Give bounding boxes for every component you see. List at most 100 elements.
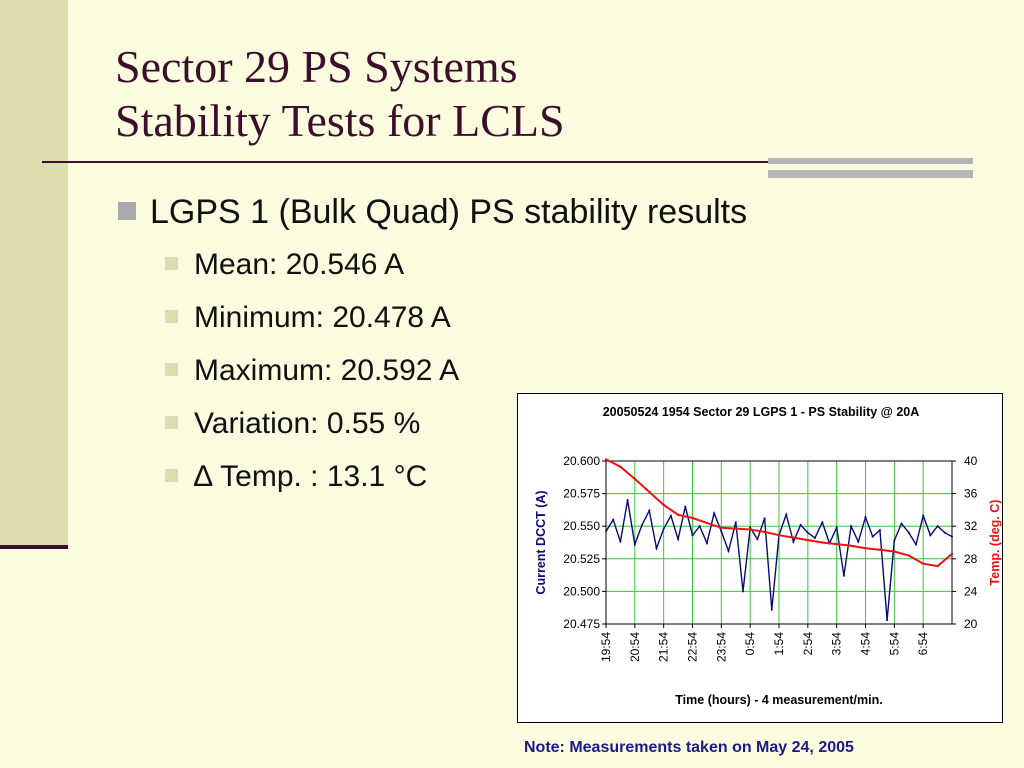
left-decor-line [0, 545, 68, 549]
x-tick-label: 1:54 [772, 632, 786, 656]
data-point-current [662, 527, 665, 530]
data-point-temperature [662, 503, 665, 507]
sub-bullet-maximum: Maximum: 20.592 A [165, 348, 459, 401]
sub-bullet-list: Mean: 20.546 A Minimum: 20.478 A Maximum… [165, 242, 459, 507]
data-point-current [871, 535, 874, 538]
data-point-temperature [633, 477, 636, 481]
x-tick-label: 21:54 [657, 632, 671, 662]
y2-tick-label: 20 [964, 617, 978, 631]
y-tick-label: 20.475 [563, 617, 600, 631]
data-point-temperature [705, 521, 709, 525]
y2-tick-label: 40 [964, 454, 978, 468]
sub-bullet-text: Minimum: 20.478 A [194, 301, 451, 334]
y-tick-label: 20.525 [563, 552, 600, 566]
data-point-temperature [893, 550, 896, 553]
rule-block-top [768, 158, 973, 164]
square-bullet-icon [165, 469, 178, 482]
data-point-current [907, 531, 910, 534]
y2-tick-label: 32 [964, 519, 978, 533]
data-point-current [806, 531, 809, 534]
data-point-current [641, 523, 643, 526]
data-point-current [691, 534, 694, 537]
x-tick-label: 20:54 [628, 632, 642, 662]
data-point-current [713, 512, 716, 515]
data-point-current [705, 542, 708, 545]
y-axis-title: Current DCCT (A) [534, 490, 548, 594]
data-point-temperature [835, 542, 838, 546]
y-tick-label: 20.600 [563, 454, 600, 468]
data-point-current [655, 547, 658, 550]
x-tick-label: 5:54 [887, 632, 901, 656]
data-point-current [915, 543, 917, 546]
title-line-1: Sector 29 PS Systems [115, 41, 518, 92]
data-point-temperature [849, 544, 853, 547]
y-tick-label: 20.575 [563, 487, 600, 501]
data-point-current [677, 538, 680, 541]
data-point-current [850, 525, 853, 528]
data-point-current [785, 513, 788, 516]
x-tick-label: 6:54 [916, 632, 930, 656]
data-point-current [835, 526, 838, 529]
data-point-current [720, 530, 723, 533]
square-bullet-icon [165, 363, 178, 376]
y-tick-label: 20.550 [563, 519, 600, 533]
data-point-temperature [648, 490, 651, 494]
data-point-temperature [907, 554, 910, 557]
data-point-temperature [749, 528, 752, 531]
data-point-temperature [619, 465, 622, 468]
data-point-current [742, 590, 744, 593]
y2-tick-label: 24 [964, 584, 978, 598]
data-point-current [893, 539, 896, 542]
data-point-current [727, 550, 730, 552]
data-point-temperature [777, 534, 781, 537]
sub-bullet-text: Variation: 0.55 % [194, 407, 421, 440]
data-point-temperature [676, 513, 680, 516]
sub-bullet-variation: Variation: 0.55 % [165, 401, 459, 454]
data-point-temperature [806, 538, 809, 542]
data-point-current [698, 525, 701, 528]
y-tick-label: 20.500 [563, 584, 600, 598]
data-point-current [814, 536, 816, 539]
data-point-temperature [691, 516, 694, 520]
data-point-temperature [878, 548, 882, 551]
data-point-temperature [792, 536, 795, 539]
square-bullet-icon [165, 257, 178, 270]
data-point-current [669, 514, 672, 517]
sub-bullet-delta-temp: ∆ Temp. : 13.1 °C [165, 454, 459, 507]
square-bullet-icon [118, 202, 136, 220]
chart-svg: 20050524 1954 Sector 29 LGPS 1 - PS Stab… [534, 405, 1002, 707]
measurement-note: Note: Measurements taken on May 24, 2005 [524, 739, 854, 756]
square-bullet-icon [165, 416, 178, 429]
data-point-current [648, 509, 651, 512]
data-point-current [626, 499, 629, 502]
y2-tick-label: 28 [964, 552, 978, 566]
data-point-temperature [936, 564, 939, 568]
data-point-current [943, 531, 946, 534]
data-point-current [936, 525, 939, 528]
x-tick-label: 0:54 [743, 632, 757, 656]
rule-block-bottom [768, 170, 973, 178]
title-rule [42, 161, 792, 163]
main-bullet: LGPS 1 (Bulk Quad) PS stability results [118, 193, 747, 232]
data-point-current [749, 526, 752, 529]
x-tick-label: 22:54 [686, 632, 700, 662]
x-tick-label: 19:54 [599, 632, 613, 662]
data-point-temperature [734, 527, 737, 530]
data-point-current [799, 523, 802, 526]
data-point-current [633, 543, 636, 546]
data-point-current [770, 608, 773, 611]
data-point-current [792, 540, 795, 543]
y2-tick-label: 36 [964, 487, 978, 501]
data-point-current [900, 522, 903, 525]
data-point-current [857, 540, 860, 543]
data-point-temperature [821, 541, 824, 544]
sub-bullet-text: ∆ Temp. : 13.1 °C [194, 460, 428, 493]
data-point-current [842, 574, 845, 577]
data-point-current [734, 521, 737, 524]
data-point-current [612, 518, 615, 521]
x-tick-label: 23:54 [714, 632, 728, 662]
data-point-temperature [922, 562, 925, 565]
data-point-current [886, 619, 889, 622]
data-point-temperature [604, 458, 608, 461]
data-point-temperature [720, 526, 723, 529]
